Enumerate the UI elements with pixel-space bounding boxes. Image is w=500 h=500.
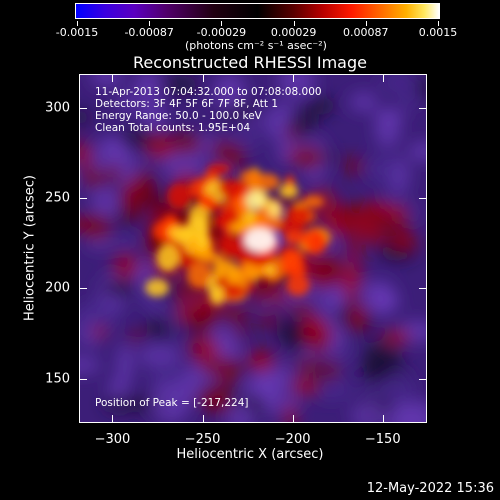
info-detectors: Detectors: 3F 4F 5F 6F 7F 8F, Att 1	[95, 98, 279, 110]
info-time-range: 11-Apr-2013 07:04:32.000 to 07:08:08.000	[95, 86, 322, 98]
colorbar-tick-label: 0.00029	[270, 26, 317, 39]
x-tick-mark	[202, 415, 204, 422]
info-energy-range: Energy Range: 50.0 - 100.0 keV	[95, 110, 262, 122]
colorbar-tick-label: 0.0015	[418, 26, 458, 39]
y-tick-mark	[80, 288, 87, 290]
y-tick-mark	[419, 378, 426, 380]
x-tick-mark	[382, 415, 384, 422]
x-tick-label: −200	[274, 432, 311, 447]
colorbar-tick-mark	[438, 21, 439, 26]
colorbar-tick-mark	[221, 21, 223, 26]
colorbar-tick-mark	[149, 21, 151, 26]
x-tick-mark	[292, 75, 294, 82]
y-tick-mark	[419, 107, 426, 109]
x-axis-label: Heliocentric X (arcsec)	[176, 447, 324, 462]
colorbar-tick-mark	[77, 21, 78, 26]
x-tick-mark	[112, 415, 114, 422]
colorbar-tick-label: -0.0015	[55, 26, 99, 39]
y-tick-label: 150	[45, 371, 70, 387]
footer-datestamp: 12-May-2022 15:36	[366, 481, 494, 496]
heatmap-plot	[79, 74, 427, 423]
x-tick-mark	[112, 75, 114, 82]
x-tick-label: −250	[184, 432, 221, 447]
y-axis-label: Heliocentric Y (arcsec)	[22, 175, 38, 321]
info-total-counts: Clean Total counts: 1.95E+04	[95, 122, 251, 134]
colorbar-tick-label: 0.00087	[343, 26, 389, 39]
heatmap-image	[80, 75, 426, 422]
y-tick-mark	[419, 288, 426, 290]
y-tick-mark	[419, 197, 426, 199]
x-tick-label: −300	[94, 432, 131, 447]
peak-position-label: Position of Peak = [-217,224]	[95, 397, 249, 409]
y-tick-mark	[80, 197, 87, 199]
chart-title: Reconstructed RHESSI Image	[133, 53, 367, 72]
y-tick-label: 250	[45, 190, 70, 206]
colorbar-tick-mark	[293, 21, 295, 26]
colorbar-tick-mark	[365, 21, 367, 26]
y-tick-label: 200	[45, 280, 70, 296]
colorbar-tick-label: -0.00029	[196, 26, 247, 39]
x-tick-mark	[292, 415, 294, 422]
colorbar-tick-label: -0.00087	[124, 26, 174, 39]
x-tick-mark	[202, 75, 204, 82]
y-tick-label: 300	[45, 100, 70, 116]
x-tick-mark	[382, 75, 384, 82]
colorbar-units: (photons cm⁻² s⁻¹ asec⁻²)	[185, 39, 327, 52]
y-tick-mark	[80, 378, 87, 380]
x-tick-label: −150	[364, 432, 401, 447]
colorbar	[75, 3, 440, 19]
y-tick-mark	[80, 107, 87, 109]
